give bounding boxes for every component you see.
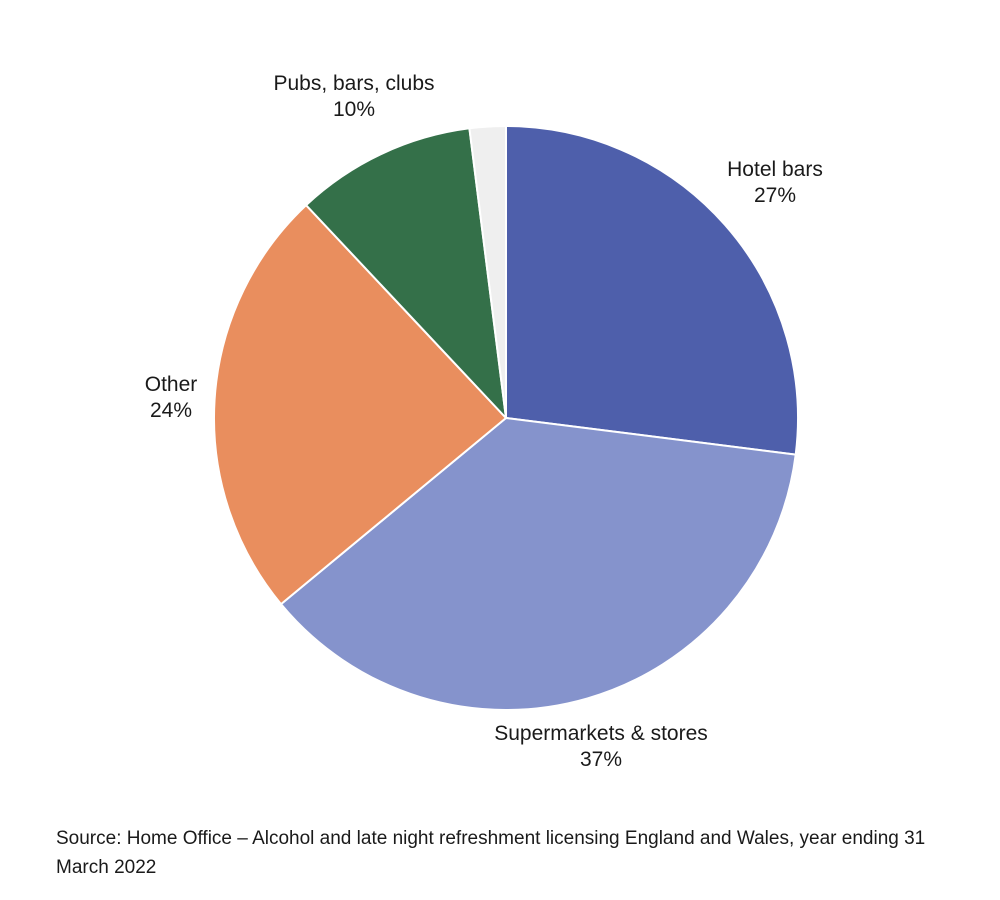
pie-labels: Hotel bars 27% Supermarkets & stores 37% Oth… <box>145 72 823 771</box>
pie-slice-pubs-bars-clubs <box>305 127 507 419</box>
slice-label-supermarkets-stores: Supermarkets & stores <box>494 722 708 745</box>
source-note: Source: Home Office – Alcohol and late n… <box>56 828 926 878</box>
slice-label-hotel-bars: Hotel bars <box>727 158 823 181</box>
pie-slice-other <box>213 204 507 606</box>
slice-value-label-supermarkets-stores: 37% <box>580 748 622 771</box>
pie-slice-supermarkets-stores <box>280 417 797 711</box>
pie-slices <box>213 124 799 711</box>
pie-slice-unlabelled <box>468 124 507 419</box>
slice-label-other: Other <box>145 373 198 396</box>
slice-value-label-hotel-bars: 27% <box>754 184 796 207</box>
pie-slice-hotel-bars <box>505 125 799 456</box>
slice-value-label-other: 24% <box>150 399 192 422</box>
slice-label-pubs-bars-clubs: Pubs, bars, clubs <box>273 72 434 95</box>
slice-value-label-pubs-bars-clubs: 10% <box>333 98 375 121</box>
